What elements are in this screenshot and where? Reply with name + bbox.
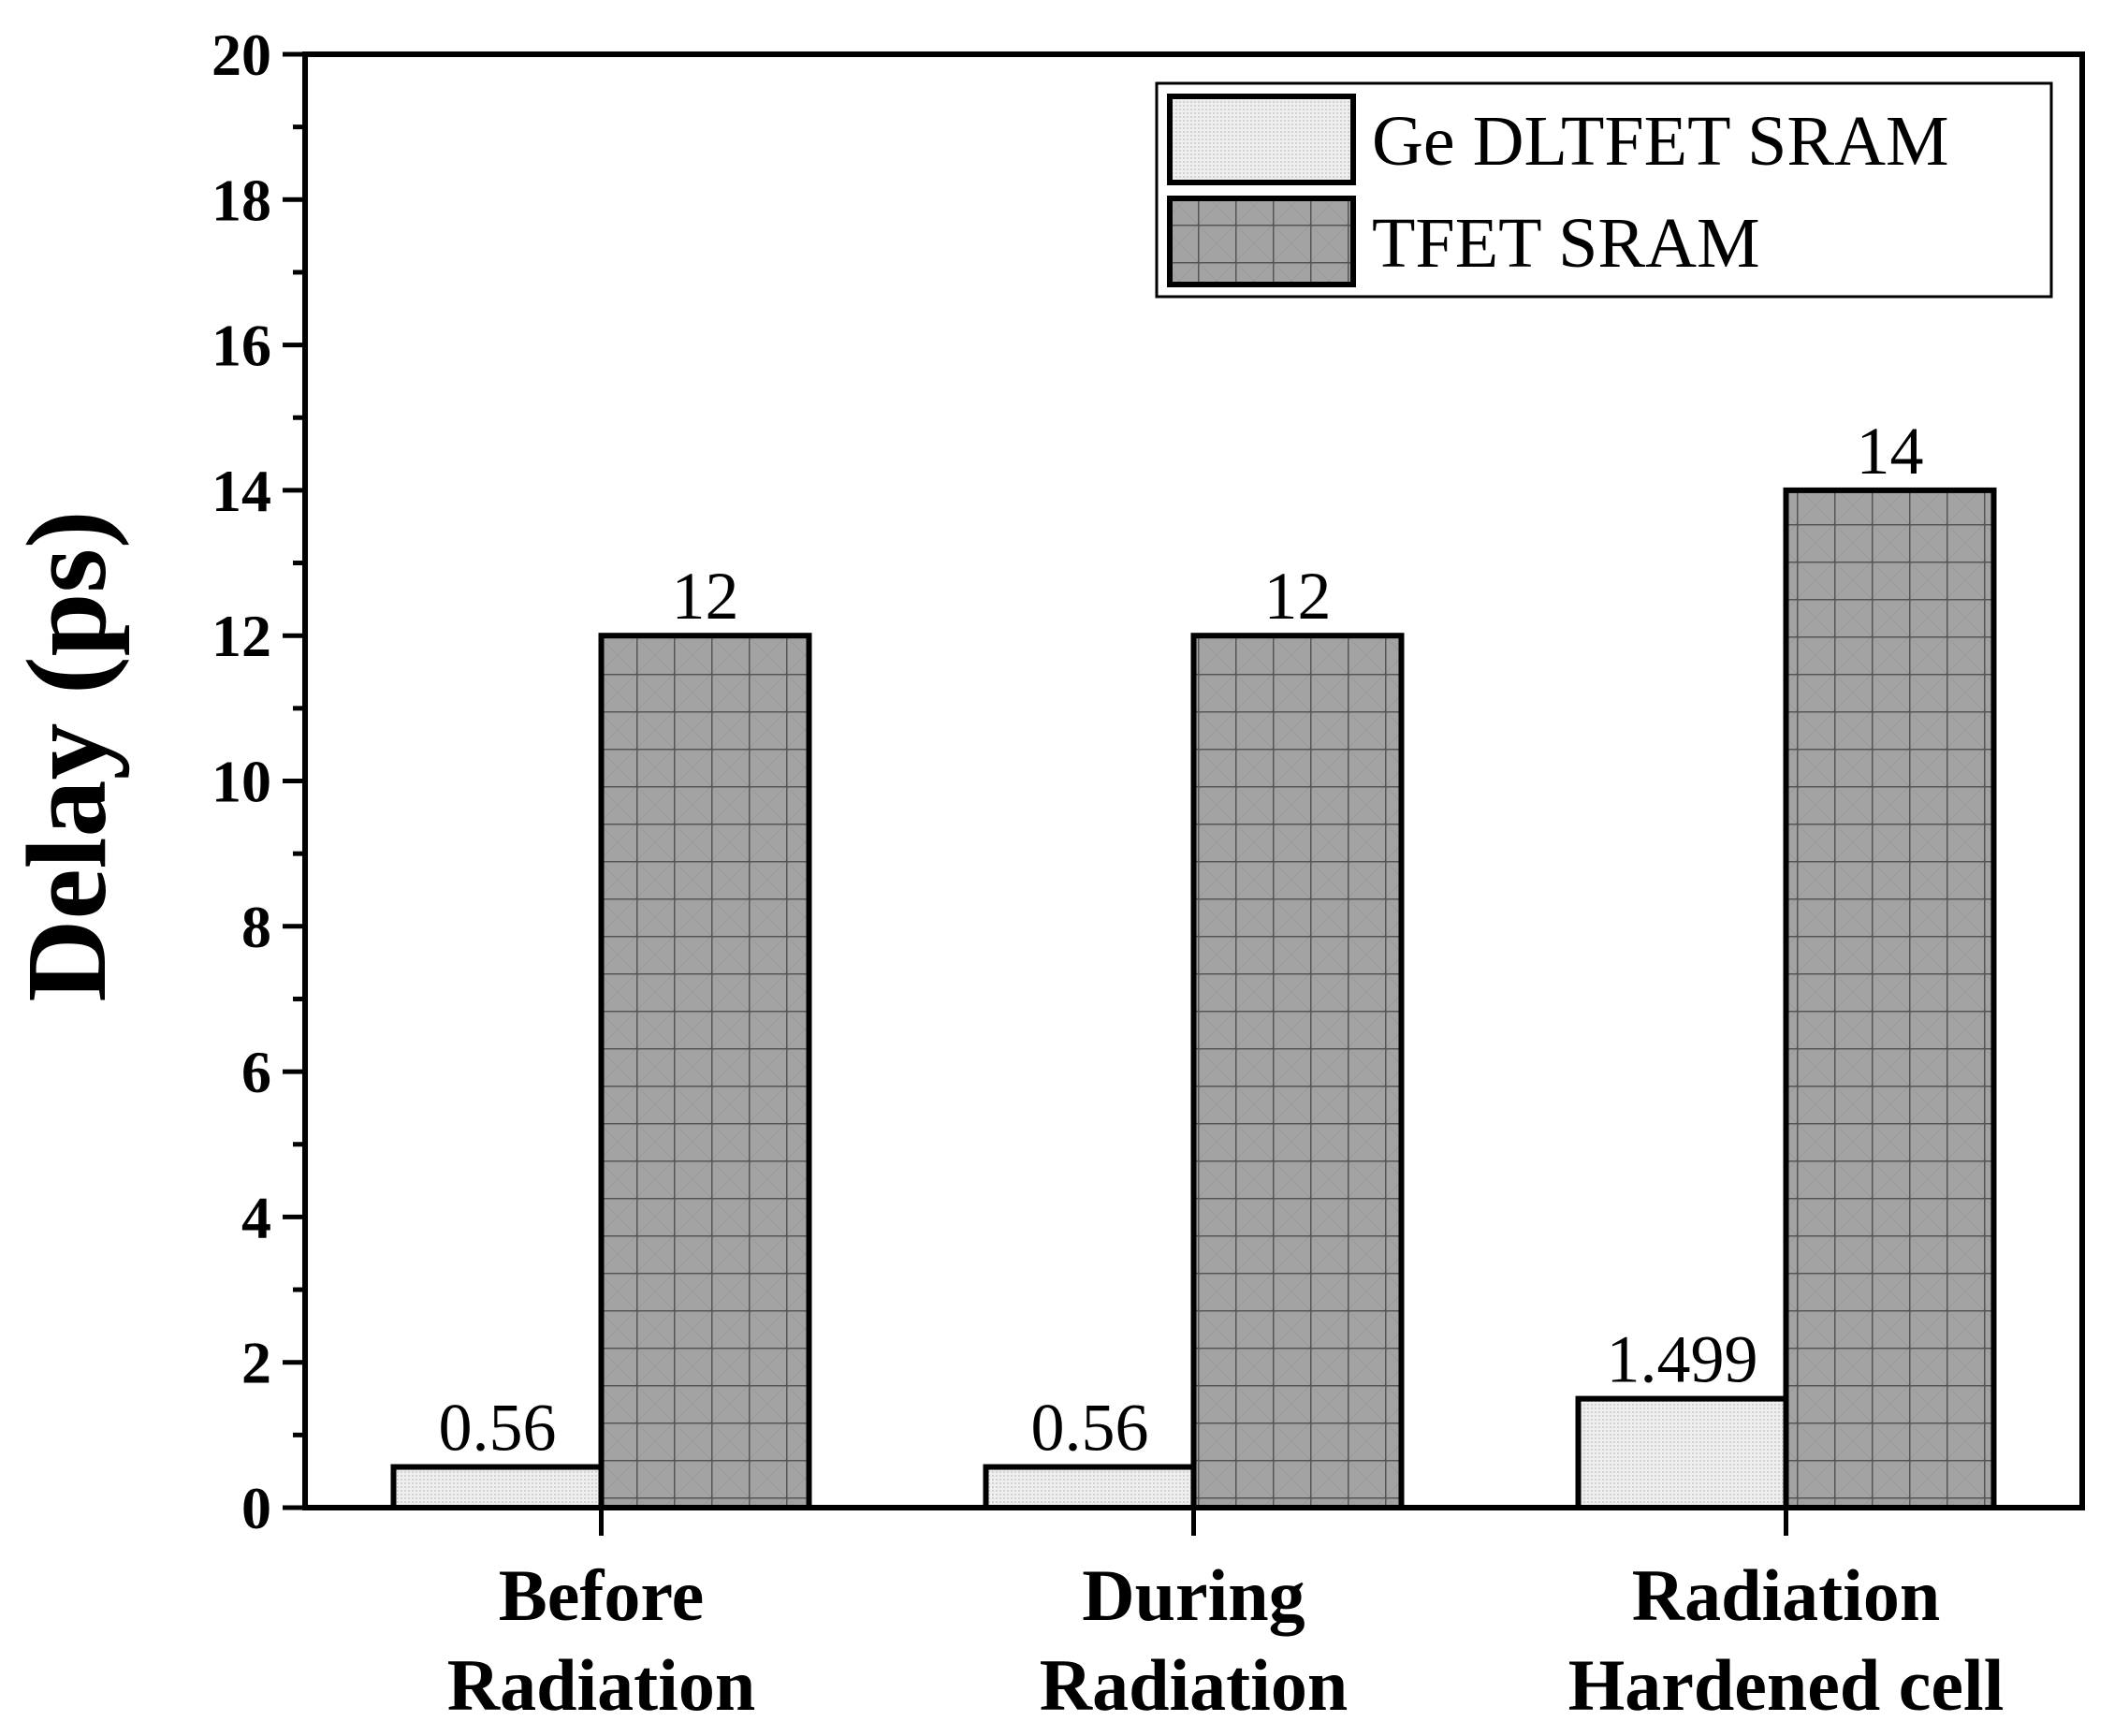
y-tick-label: 2 <box>241 1330 271 1396</box>
x-category-label: Radiation <box>447 1644 755 1726</box>
x-axis: BeforeRadiationDuringRadiationRadiationH… <box>447 1508 2005 1726</box>
y-tick-label: 8 <box>241 894 271 960</box>
y-tick-label: 16 <box>211 313 271 379</box>
data-labels: 0.56 0.56 1.499 12 12 14 <box>439 414 1924 1466</box>
y-tick-label: 10 <box>211 749 271 815</box>
bar-value-label: 1.499 <box>1607 1322 1758 1397</box>
y-tick-label: 18 <box>211 167 271 233</box>
legend-swatch <box>1167 94 1356 185</box>
bars <box>390 487 1997 1511</box>
bar-tfet <box>598 633 812 1510</box>
legend-swatch <box>1167 196 1356 287</box>
y-tick-label: 14 <box>211 458 271 524</box>
bar-value-label: 14 <box>1857 414 1924 489</box>
bar-ge-dltfet <box>1575 1395 1789 1511</box>
legend: Ge DLTFET SRAM TFET SRAM <box>1155 81 2053 299</box>
y-axis-title: Delay (ps) <box>4 510 130 1001</box>
x-category-label: Hardened cell <box>1568 1644 2005 1726</box>
x-category-label: During <box>1082 1554 1305 1636</box>
y-tick-label: 0 <box>241 1475 271 1541</box>
bar-value-label: 12 <box>672 559 739 634</box>
x-category-label: Before <box>499 1554 704 1636</box>
x-category-label: Radiation <box>1632 1554 1940 1636</box>
bar-value-label: 0.56 <box>439 1391 557 1466</box>
bar-tfet <box>1783 487 1997 1510</box>
y-tick-label: 12 <box>211 603 271 669</box>
y-tick-label: 20 <box>211 22 271 88</box>
bar-ge-dltfet <box>983 1464 1197 1510</box>
bar-value-label: 0.56 <box>1031 1391 1149 1466</box>
bar-value-label: 12 <box>1264 559 1332 634</box>
bar-ge-dltfet <box>390 1464 605 1510</box>
y-tick-label: 4 <box>241 1184 271 1250</box>
x-category-label: Radiation <box>1040 1644 1348 1726</box>
legend-label: TFET SRAM <box>1372 204 1760 283</box>
legend-label: Ge DLTFET SRAM <box>1372 102 1949 181</box>
bar-tfet <box>1190 633 1405 1510</box>
y-axis: 0 2 4 6 8 10 12 14 16 18 20 <box>211 22 305 1541</box>
y-tick-label: 6 <box>241 1039 271 1105</box>
